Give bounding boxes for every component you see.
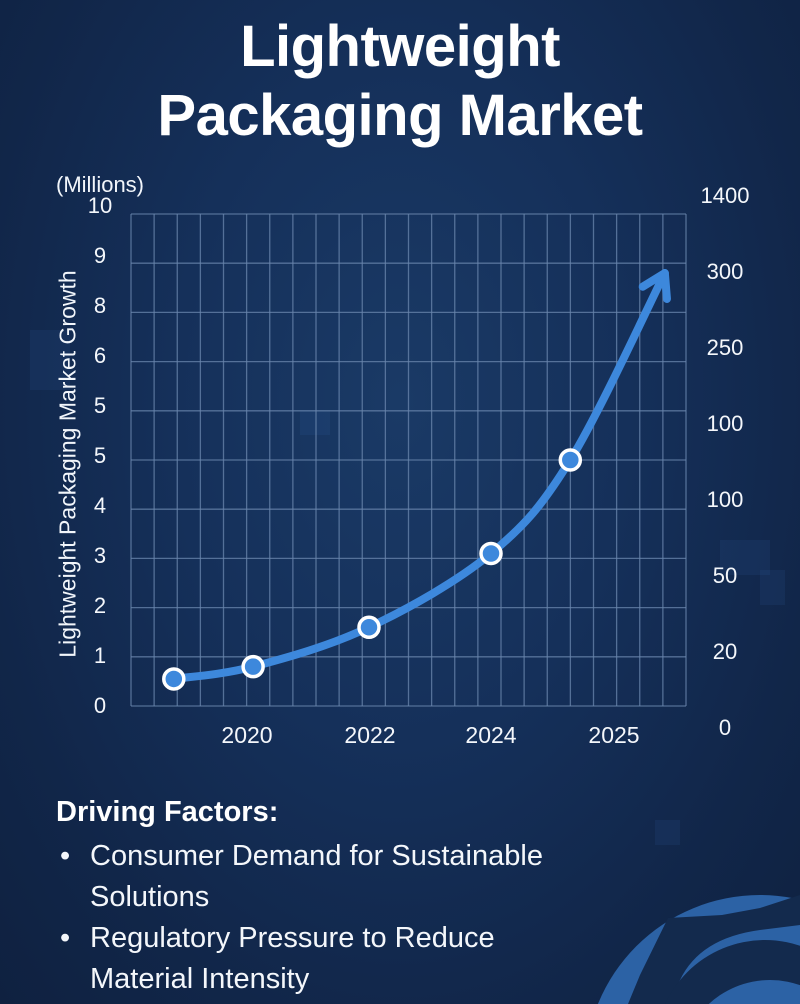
y-left-tick-label: 0 (93, 693, 107, 718)
bullet-icon: • (60, 922, 71, 954)
background-decoration (30, 330, 70, 390)
unit-label: (Millions) (56, 172, 144, 197)
y-left-tick-label: 4 (93, 493, 107, 518)
y-right-tick-label: 100 (706, 411, 744, 436)
driving-factors-title: Driving Factors: (56, 796, 279, 828)
chart-title-line-2: Packaging Market (157, 83, 643, 148)
data-point (241, 654, 265, 679)
y-right-tick-label: 1400 (700, 183, 750, 208)
x-tick-label: 2020 (221, 722, 273, 748)
data-point (162, 667, 186, 691)
y-left-tick-label: 6 (93, 343, 107, 368)
driving-factor-text: Regulatory Pressure to Reduce Material I… (90, 922, 495, 995)
data-point (357, 615, 381, 640)
data-point (558, 448, 583, 472)
background-decoration (300, 410, 330, 435)
data-point (479, 541, 503, 566)
y-left-tick-label: 1 (93, 643, 107, 668)
background-decoration (760, 570, 785, 605)
y-right-tick-label: 20 (712, 639, 738, 664)
arrow-head-icon (638, 269, 671, 303)
y-left-tick-label: 2 (93, 593, 107, 618)
chart-title-line-1: Lightweight (240, 14, 560, 79)
x-tick-label: 2025 (588, 722, 640, 748)
driving-factor-text: Consumer Demand for Sustainable Solution… (90, 840, 543, 913)
y-right-tick-label: 300 (706, 259, 744, 284)
y-left-tick-label: 8 (93, 293, 107, 318)
y-left-tick-label: 10 (87, 193, 113, 218)
y-left-tick-label: 9 (93, 243, 107, 268)
background-decoration (720, 540, 770, 575)
y-right-tick-label: 0 (718, 715, 732, 740)
y-right-tick-label: 250 (706, 335, 744, 360)
y-left-tick-label: 3 (93, 543, 107, 568)
chart-series (162, 269, 671, 691)
background-decoration (655, 820, 680, 845)
y-left-tick-label: 5 (93, 443, 107, 468)
x-tick-label: 2022 (344, 722, 396, 748)
y-left-tick-label: 5 (93, 393, 107, 418)
y-right-tick-label: 50 (712, 563, 738, 588)
x-tick-label: 2024 (465, 722, 517, 748)
y-right-tick-label: 100 (706, 487, 744, 512)
bullet-icon: • (60, 840, 71, 872)
